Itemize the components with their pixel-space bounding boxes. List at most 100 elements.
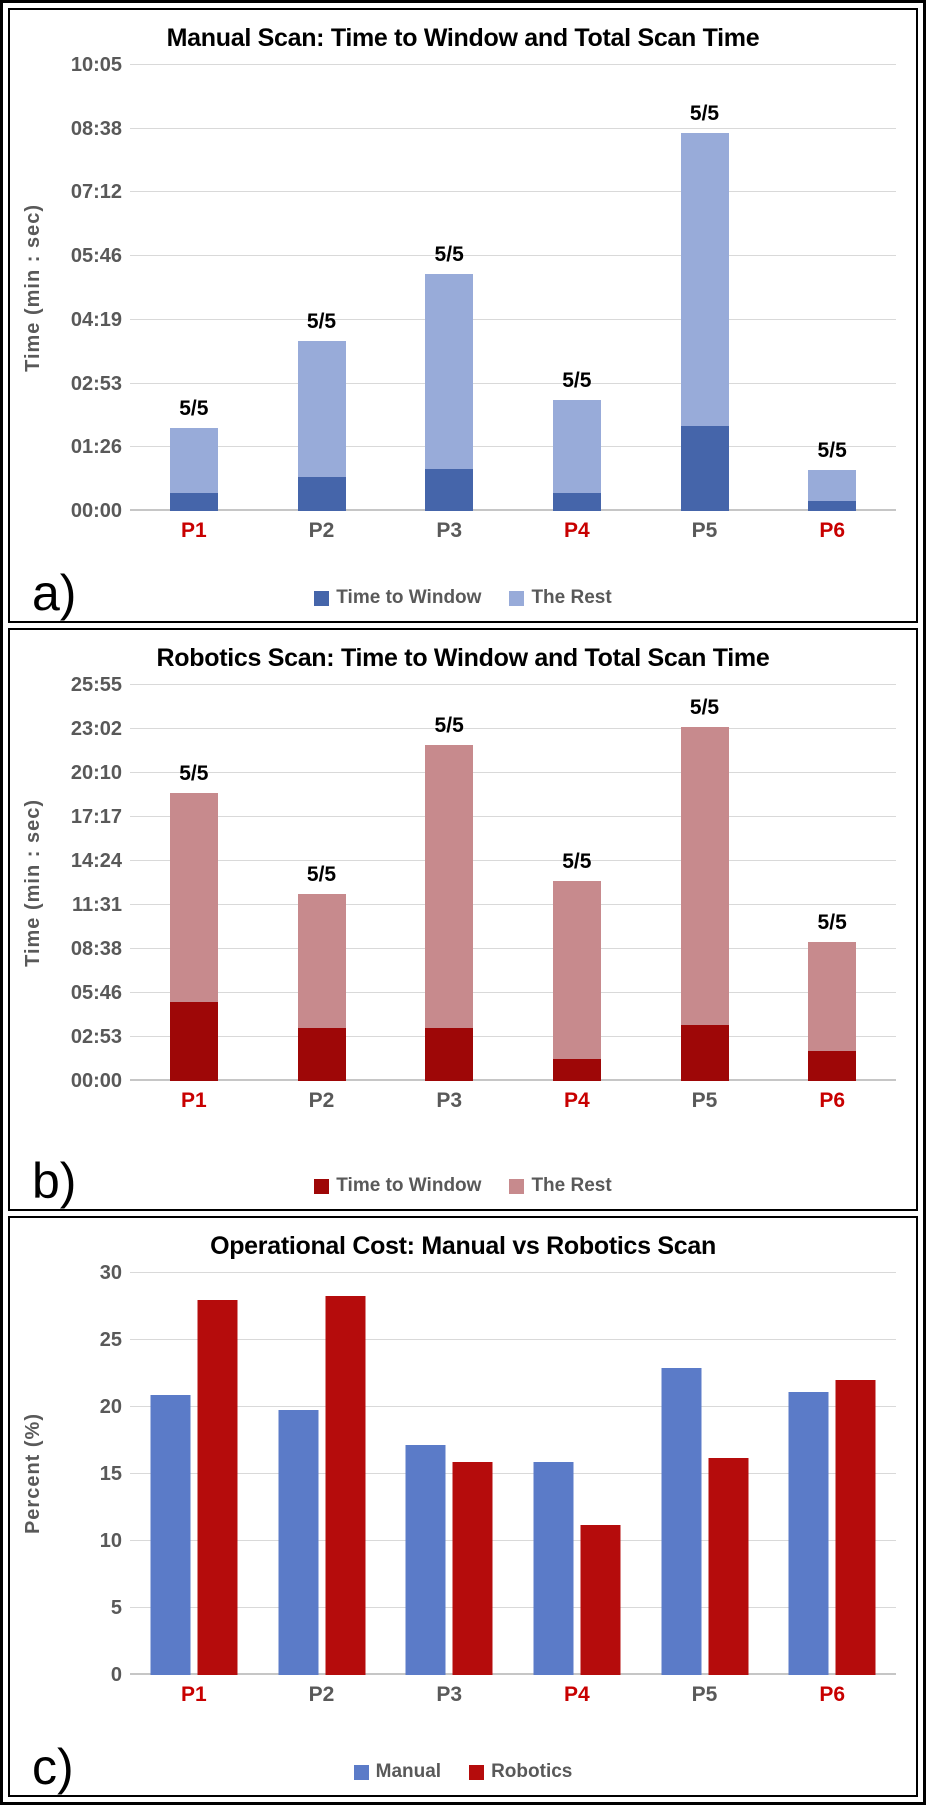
x-category-label-p3: P3 bbox=[436, 1089, 463, 1112]
bar-group-p3 bbox=[405, 1273, 493, 1675]
bar-group-p6 bbox=[788, 1273, 876, 1675]
bar-segment-the-rest bbox=[297, 341, 346, 478]
legend-swatch bbox=[509, 590, 525, 606]
bar-segment-the-rest bbox=[552, 880, 601, 1060]
gridline bbox=[130, 382, 896, 384]
plot-area-robotics: 5/5 5/5 5/5 5/5 5/5 5/5 bbox=[130, 684, 896, 1081]
bar-manual-p4 bbox=[533, 1461, 574, 1675]
bar-annotation: 5/5 bbox=[179, 761, 209, 785]
gridline bbox=[130, 1473, 896, 1474]
bar-manual-p6 bbox=[788, 1392, 829, 1675]
gridline bbox=[130, 1036, 896, 1037]
y-axis-ticks-robotics: 00:00 02:53 05:46 08:38 11:31 14:24 17:17 20:10… bbox=[56, 675, 130, 1091]
x-category-label-p6: P6 bbox=[819, 1683, 846, 1706]
gridline bbox=[130, 904, 896, 905]
x-axis-labels-manual: P1 P2 P3 P4 P5 P6 bbox=[130, 517, 896, 549]
stacked-bar-p1: 5/5 bbox=[169, 397, 218, 512]
y-tick-label: 25 bbox=[99, 1329, 122, 1351]
legend-label: The Rest bbox=[531, 1175, 612, 1196]
stacked-bar-p4: 5/5 bbox=[552, 369, 601, 511]
y-tick-label: 14:24 bbox=[70, 850, 122, 872]
bar-annotation: 5/5 bbox=[306, 862, 337, 886]
x-axis-labels-cost: P1 P2 P3 P4 P5 P6 bbox=[130, 1681, 896, 1713]
plot-area-cost bbox=[130, 1272, 896, 1675]
bar-annotation: 5/5 bbox=[562, 849, 592, 873]
bar-segment-the-rest bbox=[425, 745, 474, 1029]
y-tick-label: 08:38 bbox=[70, 938, 122, 961]
panel-letter-a: a) bbox=[32, 565, 77, 621]
stacked-bar-p3: 5/5 bbox=[425, 243, 474, 511]
gridline bbox=[130, 728, 896, 729]
plot-area-manual: 5/5 5/5 5/5 5/5 5/5 5/5 bbox=[130, 64, 896, 512]
chart-title-manual: Manual Scan: Time to Window and Total Sc… bbox=[166, 24, 760, 52]
gridline bbox=[130, 772, 896, 773]
legend-swatch bbox=[314, 1178, 330, 1194]
x-category-label-p2: P2 bbox=[308, 1683, 335, 1706]
bar-segment-time-to-window bbox=[169, 493, 218, 512]
chart-body-manual: Time (min : sec) 00:00 01:26 02:53 04:19 05:… bbox=[10, 55, 916, 521]
bar-segment-the-rest bbox=[808, 470, 857, 501]
x-category-label-p3: P3 bbox=[436, 519, 463, 542]
y-tick-label: 11:31 bbox=[71, 894, 122, 916]
y-axis-ticks-cost: 0 5 10 15 20 25 30 bbox=[56, 1263, 130, 1685]
panel-footer-robotics: b) Time to Window The Rest bbox=[10, 1151, 916, 1209]
x-category-label-p2: P2 bbox=[308, 1089, 335, 1112]
y-tick-label: 15 bbox=[99, 1463, 122, 1485]
chart-title-cost: Operational Cost: Manual vs Robotics Sca… bbox=[210, 1232, 716, 1260]
bar-group-p4 bbox=[533, 1273, 621, 1675]
x-axis-labels-robotics: P1 P2 P3 P4 P5 P6 bbox=[130, 1087, 896, 1119]
legend-label: Time to Window bbox=[336, 587, 482, 608]
y-tick-label: 10 bbox=[99, 1530, 122, 1553]
y-tick-label: 23:02 bbox=[70, 718, 122, 740]
legend-item-robotics: Robotics bbox=[469, 1761, 572, 1783]
stacked-bar-p2: 5/5 bbox=[297, 310, 346, 511]
y-tick-label: 20:10 bbox=[70, 762, 122, 784]
x-category-label-p5: P5 bbox=[691, 1089, 718, 1112]
x-category-label-p3: P3 bbox=[436, 1683, 463, 1706]
bar-annotation: 5/5 bbox=[562, 368, 592, 392]
bar-annotation: 5/5 bbox=[817, 439, 847, 463]
legend-label: The Rest bbox=[531, 587, 612, 608]
bar-annotation: 5/5 bbox=[689, 696, 720, 720]
gridline bbox=[130, 318, 896, 320]
y-tick-label: 20 bbox=[99, 1396, 122, 1419]
y-tick-label: 00:00 bbox=[70, 500, 122, 522]
chart-title-robotics: Robotics Scan: Time to Window and Total … bbox=[156, 644, 770, 672]
gridline bbox=[130, 1607, 896, 1609]
legend-label: Time to Window bbox=[336, 1175, 482, 1196]
bar-segment-time-to-window bbox=[552, 1059, 601, 1081]
legend-label: Robotics bbox=[491, 1761, 573, 1782]
gridline bbox=[130, 509, 896, 511]
stacked-bar-p2: 5/5 bbox=[297, 863, 346, 1081]
chart-body-cost: Percent (%) 0 5 10 15 20 25 30 bbox=[10, 1263, 916, 1685]
bar-segment-time-to-window bbox=[680, 1024, 729, 1081]
y-tick-label: 05:46 bbox=[70, 245, 122, 268]
gridline bbox=[130, 860, 896, 861]
gridline bbox=[130, 1079, 896, 1081]
legend-label: Manual bbox=[375, 1761, 442, 1782]
bar-robotics-p6 bbox=[835, 1380, 876, 1675]
gridline bbox=[130, 1406, 896, 1408]
legend-swatch bbox=[314, 590, 330, 606]
y-axis-title-manual: Time (min : sec) bbox=[10, 65, 56, 511]
bar-segment-the-rest bbox=[552, 399, 601, 493]
gridline bbox=[130, 948, 896, 950]
gridline bbox=[130, 127, 896, 129]
gridline bbox=[130, 1339, 896, 1340]
bar-annotation: 5/5 bbox=[817, 911, 847, 935]
panel-footer-manual: a) Time to Window The Rest bbox=[10, 563, 916, 621]
y-tick-label: 02:53 bbox=[70, 1026, 122, 1048]
bar-annotation: 5/5 bbox=[689, 102, 720, 126]
legend-item-time-to-window: Time to Window bbox=[314, 1175, 481, 1197]
x-category-label-p4: P4 bbox=[564, 519, 590, 542]
y-tick-label: 07:12 bbox=[70, 181, 122, 204]
panel-letter-c: c) bbox=[32, 1739, 74, 1795]
bar-annotation: 5/5 bbox=[306, 310, 337, 334]
gridline bbox=[130, 1540, 896, 1542]
y-tick-label: 10:05 bbox=[70, 54, 122, 76]
stacked-bar-p5: 5/5 bbox=[680, 102, 729, 511]
bar-robotics-p1 bbox=[197, 1299, 238, 1675]
gridline bbox=[130, 1673, 896, 1675]
bar-group-p1 bbox=[150, 1273, 238, 1675]
x-category-label-p4: P4 bbox=[564, 1683, 590, 1706]
